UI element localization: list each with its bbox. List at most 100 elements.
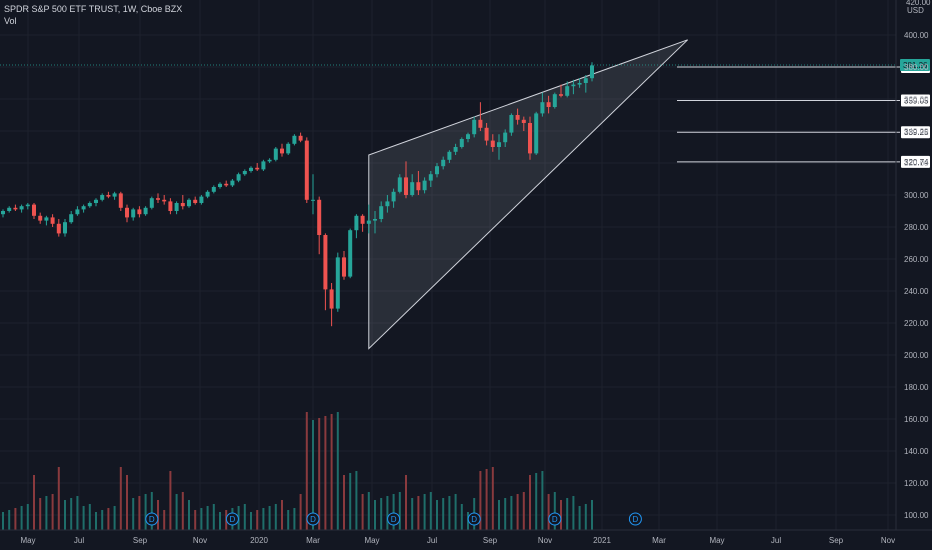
candle-body [13, 207, 18, 210]
currency-label: USD [907, 6, 924, 15]
candle-body [404, 177, 408, 195]
level-label: 339.25 [904, 128, 929, 137]
volume-bar [262, 508, 265, 530]
candle-body [211, 187, 216, 192]
volume-bar [281, 500, 283, 530]
volume-bar [392, 494, 395, 530]
candle-body [81, 206, 86, 210]
candle-body [298, 135, 303, 141]
volume-bar [212, 504, 215, 530]
candle-body [571, 84, 576, 87]
candle-body [466, 134, 470, 139]
candle-body [94, 199, 98, 203]
price-axis[interactable]: 400.00 380.00 360.00 340.00 320.00 300.00 280.… [904, 0, 931, 520]
candle-body [546, 102, 551, 107]
volume-bar [181, 492, 184, 530]
dividend-marker [628, 512, 642, 526]
volume-bar [361, 494, 364, 530]
candle-body [311, 199, 315, 201]
dividend-marker [548, 512, 562, 526]
candle-body [25, 204, 30, 207]
price-tick-label: 220.00 [904, 319, 929, 328]
candle-body [249, 167, 253, 171]
volume-bar [578, 506, 581, 530]
volume-bar [541, 471, 544, 530]
volume-bar [82, 506, 85, 530]
candle-body [503, 132, 508, 143]
volume-bar [14, 508, 17, 530]
volume-bar [39, 498, 42, 530]
level-label-box [901, 126, 930, 139]
candle-body [32, 204, 36, 216]
volume-bar [510, 496, 513, 530]
volume-bar [250, 512, 252, 530]
dividend-marker [145, 512, 159, 526]
horizontal-levels[interactable]: 380.00 359.05 339.25 320.74 381.26 [0, 58, 930, 168]
price-tick-label: 280.00 [904, 223, 929, 232]
price-tick-label: 140.00 [904, 447, 929, 456]
volume-bar [200, 508, 203, 530]
time-tick-label: May [709, 536, 724, 545]
candle-body [348, 230, 353, 277]
volume-bar [175, 494, 178, 530]
candle-body [521, 119, 526, 123]
candle-body [131, 209, 136, 218]
candle-body [63, 222, 67, 234]
candle-body [379, 206, 384, 219]
volume-bar [591, 500, 593, 530]
candle-body [273, 148, 278, 160]
candle-body [149, 198, 154, 208]
level-label: 320.74 [904, 158, 929, 167]
price-tick-label: 120.00 [904, 479, 929, 488]
candle-body [156, 198, 160, 200]
volume-bar [144, 494, 147, 530]
candle-body [44, 217, 49, 221]
candle-body [1, 211, 5, 215]
price-tick-label: 100.00 [904, 511, 929, 520]
volume-bar [188, 500, 190, 530]
time-axis[interactable]: May Jul Sep Nov 2020 Mar May Jul Sep Nov 2021 Mar Ma… [20, 536, 895, 545]
symbol-title[interactable]: SPDR S&P 500 ETF TRUST, 1W, Cboe BZX [4, 4, 183, 14]
candle-body [540, 102, 545, 114]
time-tick-label: Jul [771, 536, 781, 545]
candle-body [559, 94, 563, 96]
volume-bar [529, 475, 531, 530]
candlestick-series [1, 62, 594, 327]
rising-wedge-drawing[interactable] [368, 39, 689, 350]
candle-body [242, 171, 247, 175]
candle-body [118, 193, 123, 208]
volume-bar [299, 494, 302, 530]
candle-body [329, 289, 334, 309]
candle-body [528, 123, 532, 154]
candle-body [397, 177, 402, 192]
candle-body [472, 119, 477, 135]
price-tick-label: 180.00 [904, 383, 929, 392]
candle-body [447, 151, 452, 160]
volume-bar [423, 494, 426, 530]
price-tick-label: 320.00 [904, 159, 929, 168]
volume-bar [157, 500, 159, 530]
candle-body [304, 140, 309, 200]
candle-body [583, 78, 588, 83]
volume-bar [138, 496, 141, 530]
volume-bar [355, 471, 358, 530]
dividend-marker [467, 512, 481, 526]
candle-body [7, 207, 12, 211]
candle-body [416, 182, 421, 191]
candle-body [497, 142, 501, 147]
volume-bar [553, 492, 556, 530]
price-tick-label: 340.00 [904, 127, 929, 136]
candle-body [180, 203, 185, 207]
candle-body [218, 183, 222, 187]
candle-body [100, 195, 105, 200]
last-price-box [900, 58, 930, 71]
candle-body [112, 193, 117, 197]
candle-body [143, 207, 148, 215]
volume-label[interactable]: Vol [4, 16, 17, 26]
price-tick-label: 160.00 [904, 415, 929, 424]
candle-body [56, 223, 61, 234]
candle-body [280, 148, 284, 154]
candle-body [577, 83, 582, 85]
